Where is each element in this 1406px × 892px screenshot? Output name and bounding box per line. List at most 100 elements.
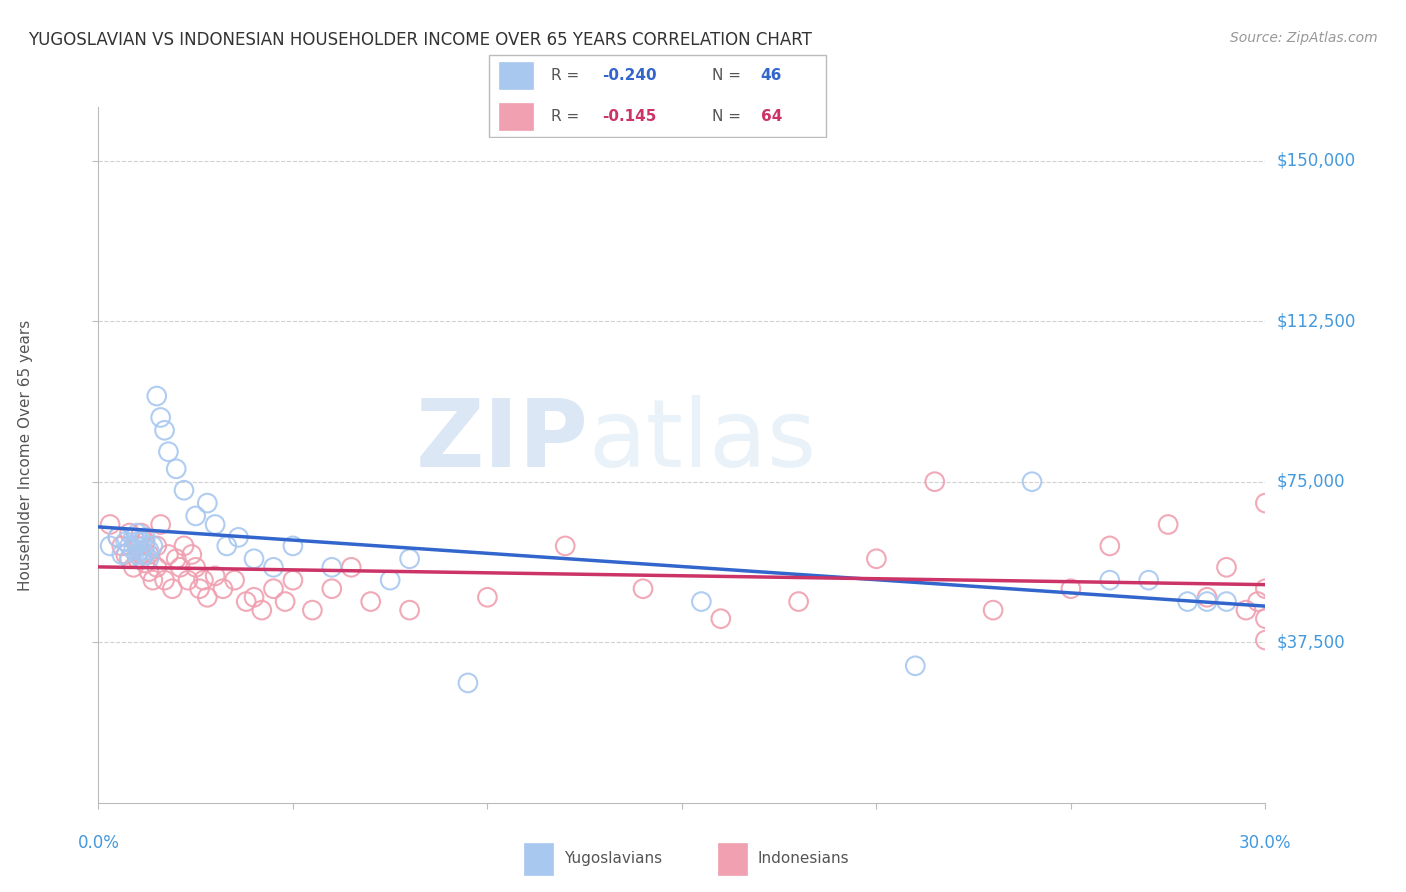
Point xyxy=(129,543,152,558)
Point xyxy=(195,591,218,605)
FancyBboxPatch shape xyxy=(717,843,747,874)
FancyBboxPatch shape xyxy=(499,103,533,130)
Point xyxy=(118,551,141,566)
Text: Indonesians: Indonesians xyxy=(758,851,849,866)
Point xyxy=(398,551,420,566)
Point xyxy=(142,539,165,553)
Point xyxy=(195,496,218,510)
Point xyxy=(114,534,136,549)
Text: $112,500: $112,500 xyxy=(1277,312,1355,330)
Point xyxy=(281,539,304,553)
Point xyxy=(138,551,160,566)
Point xyxy=(1021,475,1043,489)
Text: -0.240: -0.240 xyxy=(602,68,657,83)
Text: R =: R = xyxy=(551,109,583,124)
Point xyxy=(134,556,156,570)
Point xyxy=(1254,582,1277,596)
Point xyxy=(165,551,187,566)
Point xyxy=(153,423,176,437)
Point xyxy=(138,548,160,562)
Point xyxy=(149,410,172,425)
Point xyxy=(1157,517,1180,532)
Text: 30.0%: 30.0% xyxy=(1239,834,1292,852)
Point xyxy=(1234,603,1257,617)
Point xyxy=(710,612,733,626)
Point xyxy=(1254,496,1277,510)
Point xyxy=(243,591,266,605)
Text: $75,000: $75,000 xyxy=(1277,473,1346,491)
Text: atlas: atlas xyxy=(589,395,817,487)
Point xyxy=(274,594,297,608)
Point xyxy=(127,548,149,562)
Point xyxy=(127,534,149,549)
Point xyxy=(127,539,149,553)
Point xyxy=(204,517,226,532)
Point xyxy=(173,483,195,498)
Text: -0.145: -0.145 xyxy=(602,109,657,124)
Point xyxy=(690,594,713,608)
Point xyxy=(235,594,257,608)
Point xyxy=(457,676,479,690)
Text: R =: R = xyxy=(551,68,583,83)
Point xyxy=(924,475,946,489)
Point xyxy=(142,573,165,587)
Point xyxy=(321,582,343,596)
Point xyxy=(477,591,499,605)
FancyBboxPatch shape xyxy=(499,62,533,89)
Point xyxy=(1177,594,1199,608)
Point xyxy=(134,534,156,549)
Point xyxy=(153,573,176,587)
Point xyxy=(138,543,160,558)
Point xyxy=(134,539,156,553)
Point xyxy=(787,594,810,608)
Point xyxy=(184,508,207,523)
Text: ZIP: ZIP xyxy=(416,395,589,487)
Text: Yugoslavians: Yugoslavians xyxy=(564,851,662,866)
Point xyxy=(107,530,129,544)
Text: N =: N = xyxy=(713,109,747,124)
Point xyxy=(118,526,141,541)
Point xyxy=(340,560,363,574)
Point xyxy=(904,658,927,673)
Point xyxy=(173,539,195,553)
Point xyxy=(301,603,323,617)
Point xyxy=(184,560,207,574)
Point xyxy=(554,539,576,553)
Point xyxy=(98,539,121,553)
Point xyxy=(138,565,160,579)
FancyBboxPatch shape xyxy=(524,843,553,874)
Point xyxy=(149,517,172,532)
Point xyxy=(127,551,149,566)
Point xyxy=(157,548,180,562)
Point xyxy=(321,560,343,574)
Point xyxy=(204,569,226,583)
Point xyxy=(250,603,273,617)
Point xyxy=(398,603,420,617)
Point xyxy=(146,560,169,574)
Text: $37,500: $37,500 xyxy=(1277,633,1346,651)
Point xyxy=(114,548,136,562)
Point xyxy=(188,582,211,596)
Point xyxy=(118,539,141,553)
Point xyxy=(180,548,202,562)
Point xyxy=(146,389,169,403)
Point xyxy=(1215,594,1237,608)
Text: N =: N = xyxy=(713,68,747,83)
Point xyxy=(122,543,145,558)
Point xyxy=(1195,591,1218,605)
Point xyxy=(212,582,235,596)
Text: 46: 46 xyxy=(761,68,782,83)
Point xyxy=(1215,560,1237,574)
Point xyxy=(243,551,266,566)
Point xyxy=(122,530,145,544)
Text: $150,000: $150,000 xyxy=(1277,152,1355,169)
Point xyxy=(360,594,382,608)
Point xyxy=(177,573,200,587)
Point xyxy=(111,548,134,562)
Point xyxy=(262,582,284,596)
Point xyxy=(378,573,402,587)
Point xyxy=(1246,594,1268,608)
Text: Householder Income Over 65 years: Householder Income Over 65 years xyxy=(18,319,32,591)
FancyBboxPatch shape xyxy=(488,55,827,136)
Point xyxy=(865,551,887,566)
